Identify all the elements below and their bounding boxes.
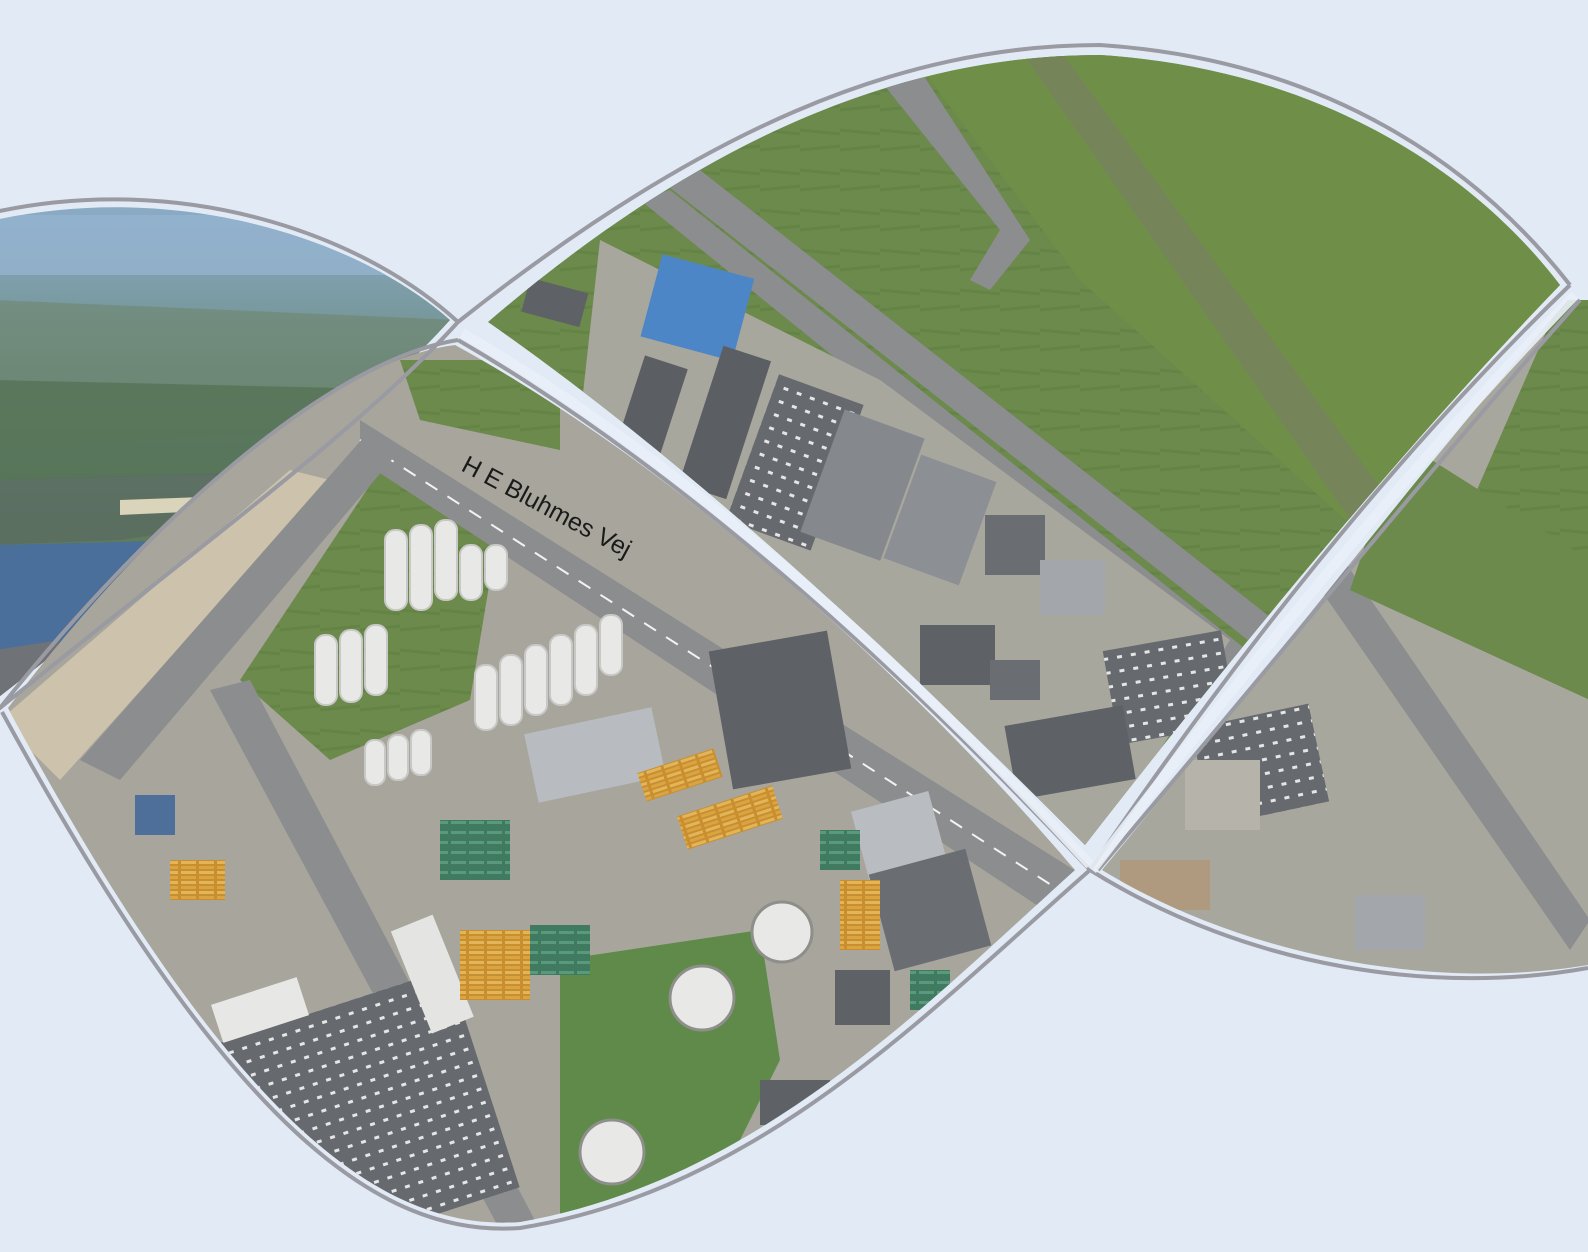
frame-curves [0, 42, 1588, 1231]
panel-gaps [459, 291, 1579, 874]
